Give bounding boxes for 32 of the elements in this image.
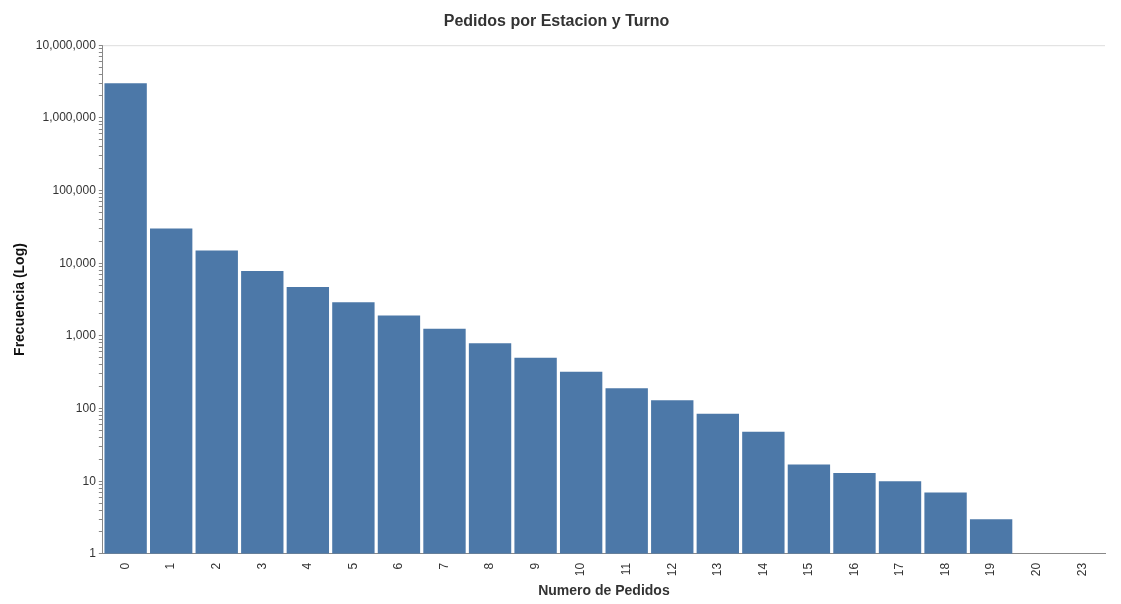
x-tick-label: 19 [983,562,998,577]
x-tick-label: 12 [664,562,679,577]
x-tick-label: 23 [1074,562,1089,577]
x-tick-label: 1 [163,562,178,570]
y-axis-title: Frecuencia (Log) [11,243,28,356]
x-tick-label: 11 [619,562,634,576]
x-tick-label: 8 [482,562,497,570]
y-tick-label: 10,000,000 [35,37,97,52]
x-tick-label: 3 [254,562,269,570]
y-tick-label: 1,000 [65,328,97,343]
x-tick-label: 13 [710,562,725,577]
x-tick-label: 4 [300,562,315,570]
y-tick-label: 100 [75,400,97,415]
x-tick-label: 7 [436,562,451,570]
x-tick-label: 15 [801,562,816,577]
y-tick-label: 10,000 [59,255,97,270]
x-tick-label: 9 [527,562,542,570]
x-axis-title: Numero de Pedidos [538,582,670,599]
x-tick-label: 5 [345,562,360,570]
y-tick-label: 100,000 [52,182,97,197]
x-tick-label: 16 [846,562,861,577]
x-tick-label: 0 [117,562,132,570]
y-tick-label: 1,000,000 [42,110,97,125]
chart-title: Pedidos por Estacion y Turno [443,12,670,30]
y-tick-label: 10 [82,473,97,488]
x-tick-label: 20 [1028,562,1043,577]
x-tick-label: 2 [209,562,224,570]
x-tick-label: 17 [892,562,907,577]
x-tick-label: 10 [573,562,588,577]
x-tick-label: 14 [755,562,770,577]
x-tick-label: 6 [391,562,406,570]
x-tick-label: 18 [937,562,952,577]
